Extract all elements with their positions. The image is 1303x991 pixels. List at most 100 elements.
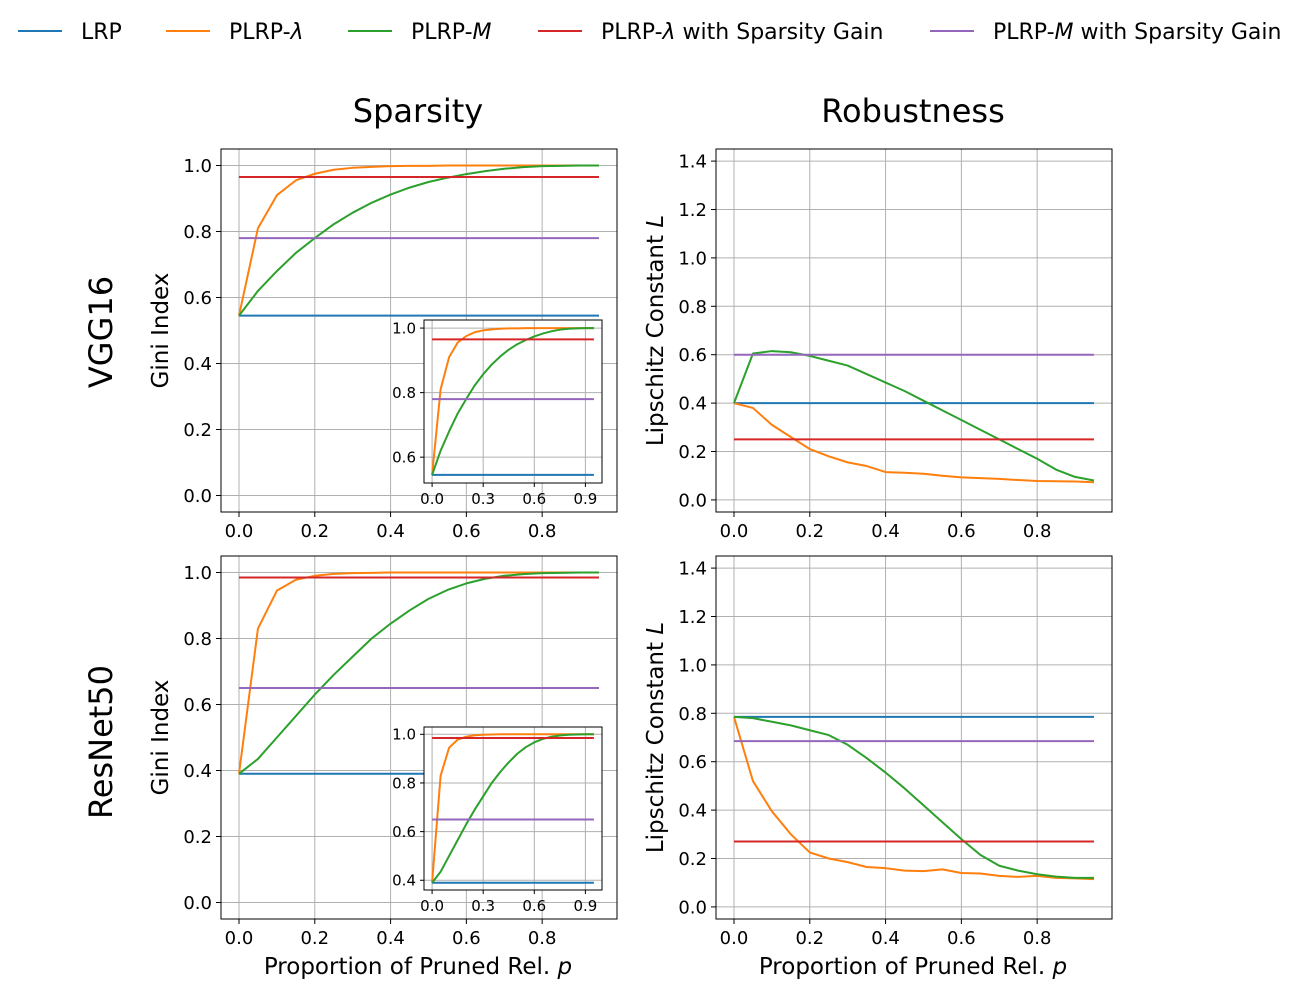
plot-area: 0.0 0.2 0.4 0.6 0.8 0.0 0.2 0.4 0.6 0.8 1.0 Gini In…: [148, 148, 1113, 949]
resnet50-sparsity-xtick-label: 0.8: [528, 928, 557, 949]
vgg16-sparsity-xtick-label: 0.0: [225, 521, 254, 542]
vgg16-robustness-xtick-label: 0.0: [720, 521, 749, 542]
resnet50-sparsity-frame: [220, 555, 618, 920]
chart-resnet50-sparsity: 0.0 0.2 0.4 0.6 0.8 0.0 0.2 0.4 0.6 0.8 1.0 Gini In…: [148, 555, 618, 949]
chart-resnet50-robustness: 0.0 0.2 0.4 0.6 0.8 0.0 0.2 0.4 0.6 0.8 1.0 1.2 1.4 L…: [643, 555, 1113, 949]
vgg16-robustness-ylabel: Lipschitz Constant L: [643, 215, 669, 446]
resnet50-sparsity-ytick-label: 0.6: [183, 695, 212, 716]
vgg16-sparsity-xtick-label: 0.6: [452, 521, 481, 542]
vgg16-sparsity-xtick-label: 0.4: [376, 521, 405, 542]
vgg16-sparsity-inset-line-plrp-m: [431, 327, 594, 476]
resnet50-sparsity-inset-xtick-label: 0.6: [522, 897, 546, 915]
vgg16-robustness-ytick-label: 0.8: [678, 297, 707, 318]
resnet50-sparsity-inset-line-plrp-m: [431, 733, 594, 884]
vgg16-sparsity-inset-ytick-label: 0.6: [392, 449, 416, 467]
resnet50-robustness-xtick-label: 0.8: [1023, 928, 1052, 949]
vgg16-robustness-line-plrp-m: [733, 350, 1095, 482]
resnet50-sparsity-inset: 0.0 0.3 0.6 0.9 0.4 0.6 0.8 1.0: [392, 726, 603, 915]
vgg16-sparsity-inset-xtick-label: 0.9: [573, 490, 597, 508]
vgg16-robustness-ytick-label: 1.0: [678, 248, 707, 269]
vgg16-sparsity-xtick-label: 0.8: [528, 521, 557, 542]
x-axis-label-right: Proportion of Pruned Rel. p: [759, 954, 1067, 980]
vgg16-sparsity-inset-xtick-label: 0.6: [522, 490, 546, 508]
resnet50-robustness-line-plrp-lambda: [733, 716, 1095, 881]
resnet50-robustness-ytick-label: 0.4: [678, 801, 707, 822]
resnet50-robustness-ytick-label: 1.0: [678, 655, 707, 676]
vgg16-sparsity-line-plrp-m: [238, 164, 599, 317]
resnet50-robustness-ytick-label: 0.8: [678, 704, 707, 725]
vgg16-sparsity-inset-ytick-label: 0.8: [392, 384, 416, 402]
vgg16-sparsity-inset-ytick-label: 1.0: [392, 319, 416, 337]
resnet50-sparsity-line-plrp-m: [238, 571, 599, 775]
vgg16-sparsity-ytick-label: 0.6: [183, 288, 212, 309]
vgg16-robustness-xtick-label: 0.8: [1023, 521, 1052, 542]
resnet50-sparsity-inset-ytick-label: 0.4: [392, 872, 416, 890]
resnet50-robustness-xtick-label: 0.2: [795, 928, 824, 949]
column-title-robustness: Robustness: [821, 92, 1005, 130]
vgg16-sparsity-ytick-label: 0.0: [183, 486, 212, 507]
vgg16-robustness-ytick-label: 1.2: [678, 200, 707, 221]
vgg16-robustness-frame: [715, 148, 1113, 513]
resnet50-sparsity-inset-xtick-label: 0.0: [420, 897, 444, 915]
resnet50-sparsity-xtick-label: 0.2: [300, 928, 329, 949]
resnet50-robustness-grid: [716, 556, 1112, 919]
resnet50-sparsity-inset-xtick-label: 0.3: [471, 897, 495, 915]
resnet50-robustness-xtick-label: 0.0: [720, 928, 749, 949]
chart-vgg16-robustness: 0.0 0.2 0.4 0.6 0.8 0.0 0.2 0.4 0.6 0.8 1.0 1.2 1.4 L…: [643, 148, 1113, 542]
vgg16-robustness-xtick-label: 0.2: [795, 521, 824, 542]
resnet50-sparsity-ylabel: Gini Index: [148, 680, 174, 796]
vgg16-robustness-xtick-label: 0.6: [947, 521, 976, 542]
resnet50-sparsity-ytick-label: 0.2: [183, 827, 212, 848]
resnet50-sparsity-ytick-label: 1.0: [183, 563, 212, 584]
legend-label-lrp: LRP: [81, 20, 122, 45]
resnet50-sparsity-inset-ytick-label: 0.8: [392, 774, 416, 792]
resnet50-robustness-frame: [715, 555, 1113, 920]
resnet50-robustness-ytick-label: 1.2: [678, 607, 707, 628]
legend-label-plrp-m: PLRP-M: [411, 20, 492, 45]
resnet50-sparsity-inset-ytick-label: 1.0: [392, 726, 416, 744]
resnet50-robustness-xtick-label: 0.6: [947, 928, 976, 949]
vgg16-robustness-ytick-label: 1.4: [678, 152, 707, 173]
vgg16-robustness-ytick-label: 0.2: [678, 442, 707, 463]
vgg16-sparsity-xtick-label: 0.2: [300, 521, 329, 542]
vgg16-sparsity-ytick-label: 0.2: [183, 420, 212, 441]
resnet50-robustness-ytick-label: 1.4: [678, 559, 707, 580]
vgg16-robustness-ytick-label: 0.6: [678, 345, 707, 366]
row-title-resnet50: ResNet50: [82, 665, 120, 819]
resnet50-robustness-line-plrp-m: [733, 715, 1094, 879]
legend-label-plrp-lambda-sg: PLRP-λ with Sparsity Gain: [601, 20, 883, 45]
resnet50-sparsity-inset-xtick-label: 0.9: [573, 897, 597, 915]
resnet50-robustness-ytick-label: 0.2: [678, 849, 707, 870]
resnet50-robustness-ytick-label: 0.0: [678, 897, 707, 918]
resnet50-sparsity-xtick-label: 0.0: [225, 928, 254, 949]
vgg16-sparsity-inset: 0.0 0.3 0.6 0.9 0.6 0.8 1.0: [392, 319, 603, 508]
chart-vgg16-sparsity: 0.0 0.2 0.4 0.6 0.8 0.0 0.2 0.4 0.6 0.8 1.0 Gini In…: [148, 148, 618, 542]
resnet50-sparsity-ytick-label: 0.0: [183, 893, 212, 914]
x-axis-label-left: Proportion of Pruned Rel. p: [264, 954, 572, 980]
vgg16-sparsity-inset-xtick-label: 0.3: [471, 490, 495, 508]
resnet50-sparsity-ytick-label: 0.8: [183, 629, 212, 650]
vgg16-sparsity-frame: [220, 148, 618, 513]
resnet50-sparsity-xtick-label: 0.4: [376, 928, 405, 949]
vgg16-sparsity-inset-frame: [423, 319, 603, 484]
row-title-vgg16: VGG16: [82, 276, 120, 388]
resnet50-sparsity-xtick-label: 0.6: [452, 928, 481, 949]
vgg16-sparsity-ytick-label: 0.8: [183, 222, 212, 243]
vgg16-sparsity-ylabel: Gini Index: [148, 273, 174, 389]
resnet50-sparsity-ytick-label: 0.4: [183, 761, 212, 782]
resnet50-sparsity-inset-frame: [423, 726, 603, 891]
legend-label-plrp-m-sg: PLRP-M with Sparsity Gain: [993, 20, 1281, 45]
resnet50-robustness-ylabel: Lipschitz Constant L: [643, 622, 669, 853]
vgg16-sparsity-inset-grid: [424, 320, 602, 483]
vgg16-sparsity-inset-xtick-label: 0.0: [420, 490, 444, 508]
resnet50-robustness-ytick-label: 0.6: [678, 752, 707, 773]
resnet50-robustness-xtick-label: 0.4: [871, 928, 900, 949]
vgg16-sparsity-ytick-label: 0.4: [183, 354, 212, 375]
legend: LRP PLRP-λ PLRP-M PLRP-λ with Sparsity Gain…: [18, 20, 1281, 45]
legend-label-plrp-lambda: PLRP-λ: [229, 20, 304, 45]
vgg16-robustness-ytick-label: 0.4: [678, 394, 707, 415]
vgg16-robustness-xtick-label: 0.4: [871, 521, 900, 542]
vgg16-sparsity-ytick-label: 1.0: [183, 156, 212, 177]
vgg16-robustness-ytick-label: 0.0: [678, 490, 707, 511]
